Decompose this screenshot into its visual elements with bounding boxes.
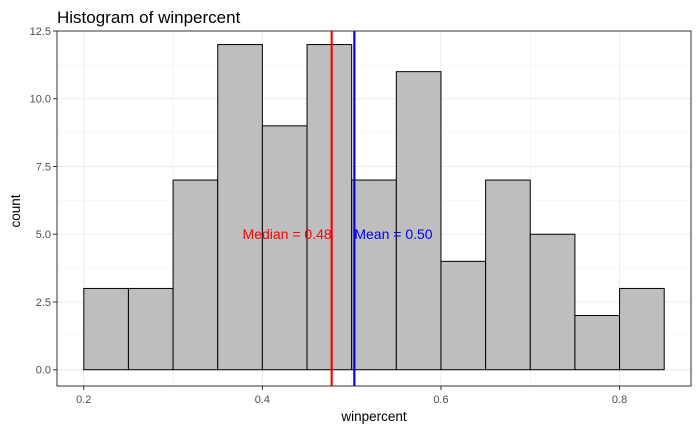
y-axis-title: count [8, 194, 23, 227]
histogram-bar [351, 179, 397, 371]
y-tick-label: 10.0 [30, 94, 51, 106]
reference-line-layer [330, 31, 356, 386]
histogram-bar [395, 71, 442, 371]
histogram-bar [217, 44, 263, 371]
histogram-bar [306, 44, 353, 371]
y-tick-label: 0.0 [36, 365, 51, 377]
x-tick-label: 0.2 [76, 394, 91, 406]
histogram-bar [127, 287, 174, 371]
histogram-bar [619, 287, 665, 371]
y-tick-label: 2.5 [36, 297, 51, 309]
histogram-bar [261, 125, 308, 371]
panel-border [56, 30, 692, 387]
y-tick-label: 5.0 [36, 229, 51, 241]
x-tick-label: 0.6 [433, 394, 448, 406]
annotation-layer: Median = 0.48 Mean = 0.50 [243, 226, 433, 242]
x-axis-title: winpercent [340, 409, 407, 424]
chart-title: Histogram of winpercent [57, 8, 241, 27]
histogram-bar [440, 260, 487, 371]
axis-layer: 0.2 0.4 0.6 0.8 0.0 2.5 5.0 7.5 10.0 12.5 [30, 26, 628, 406]
reference-line-label: Mean = 0.50 [354, 226, 432, 242]
x-tick-label: 0.8 [612, 394, 627, 406]
histogram-bar [485, 179, 531, 371]
histogram-bar [574, 315, 621, 371]
histogram-bar [83, 287, 129, 371]
x-tick-label: 0.4 [255, 394, 270, 406]
y-tick-label: 12.5 [30, 26, 51, 38]
y-tick-label: 7.5 [36, 161, 51, 173]
bar-layer [83, 44, 665, 371]
reference-line-label: Median = 0.48 [243, 226, 332, 242]
histogram-bar [529, 233, 576, 371]
histogram-bar [172, 179, 219, 371]
